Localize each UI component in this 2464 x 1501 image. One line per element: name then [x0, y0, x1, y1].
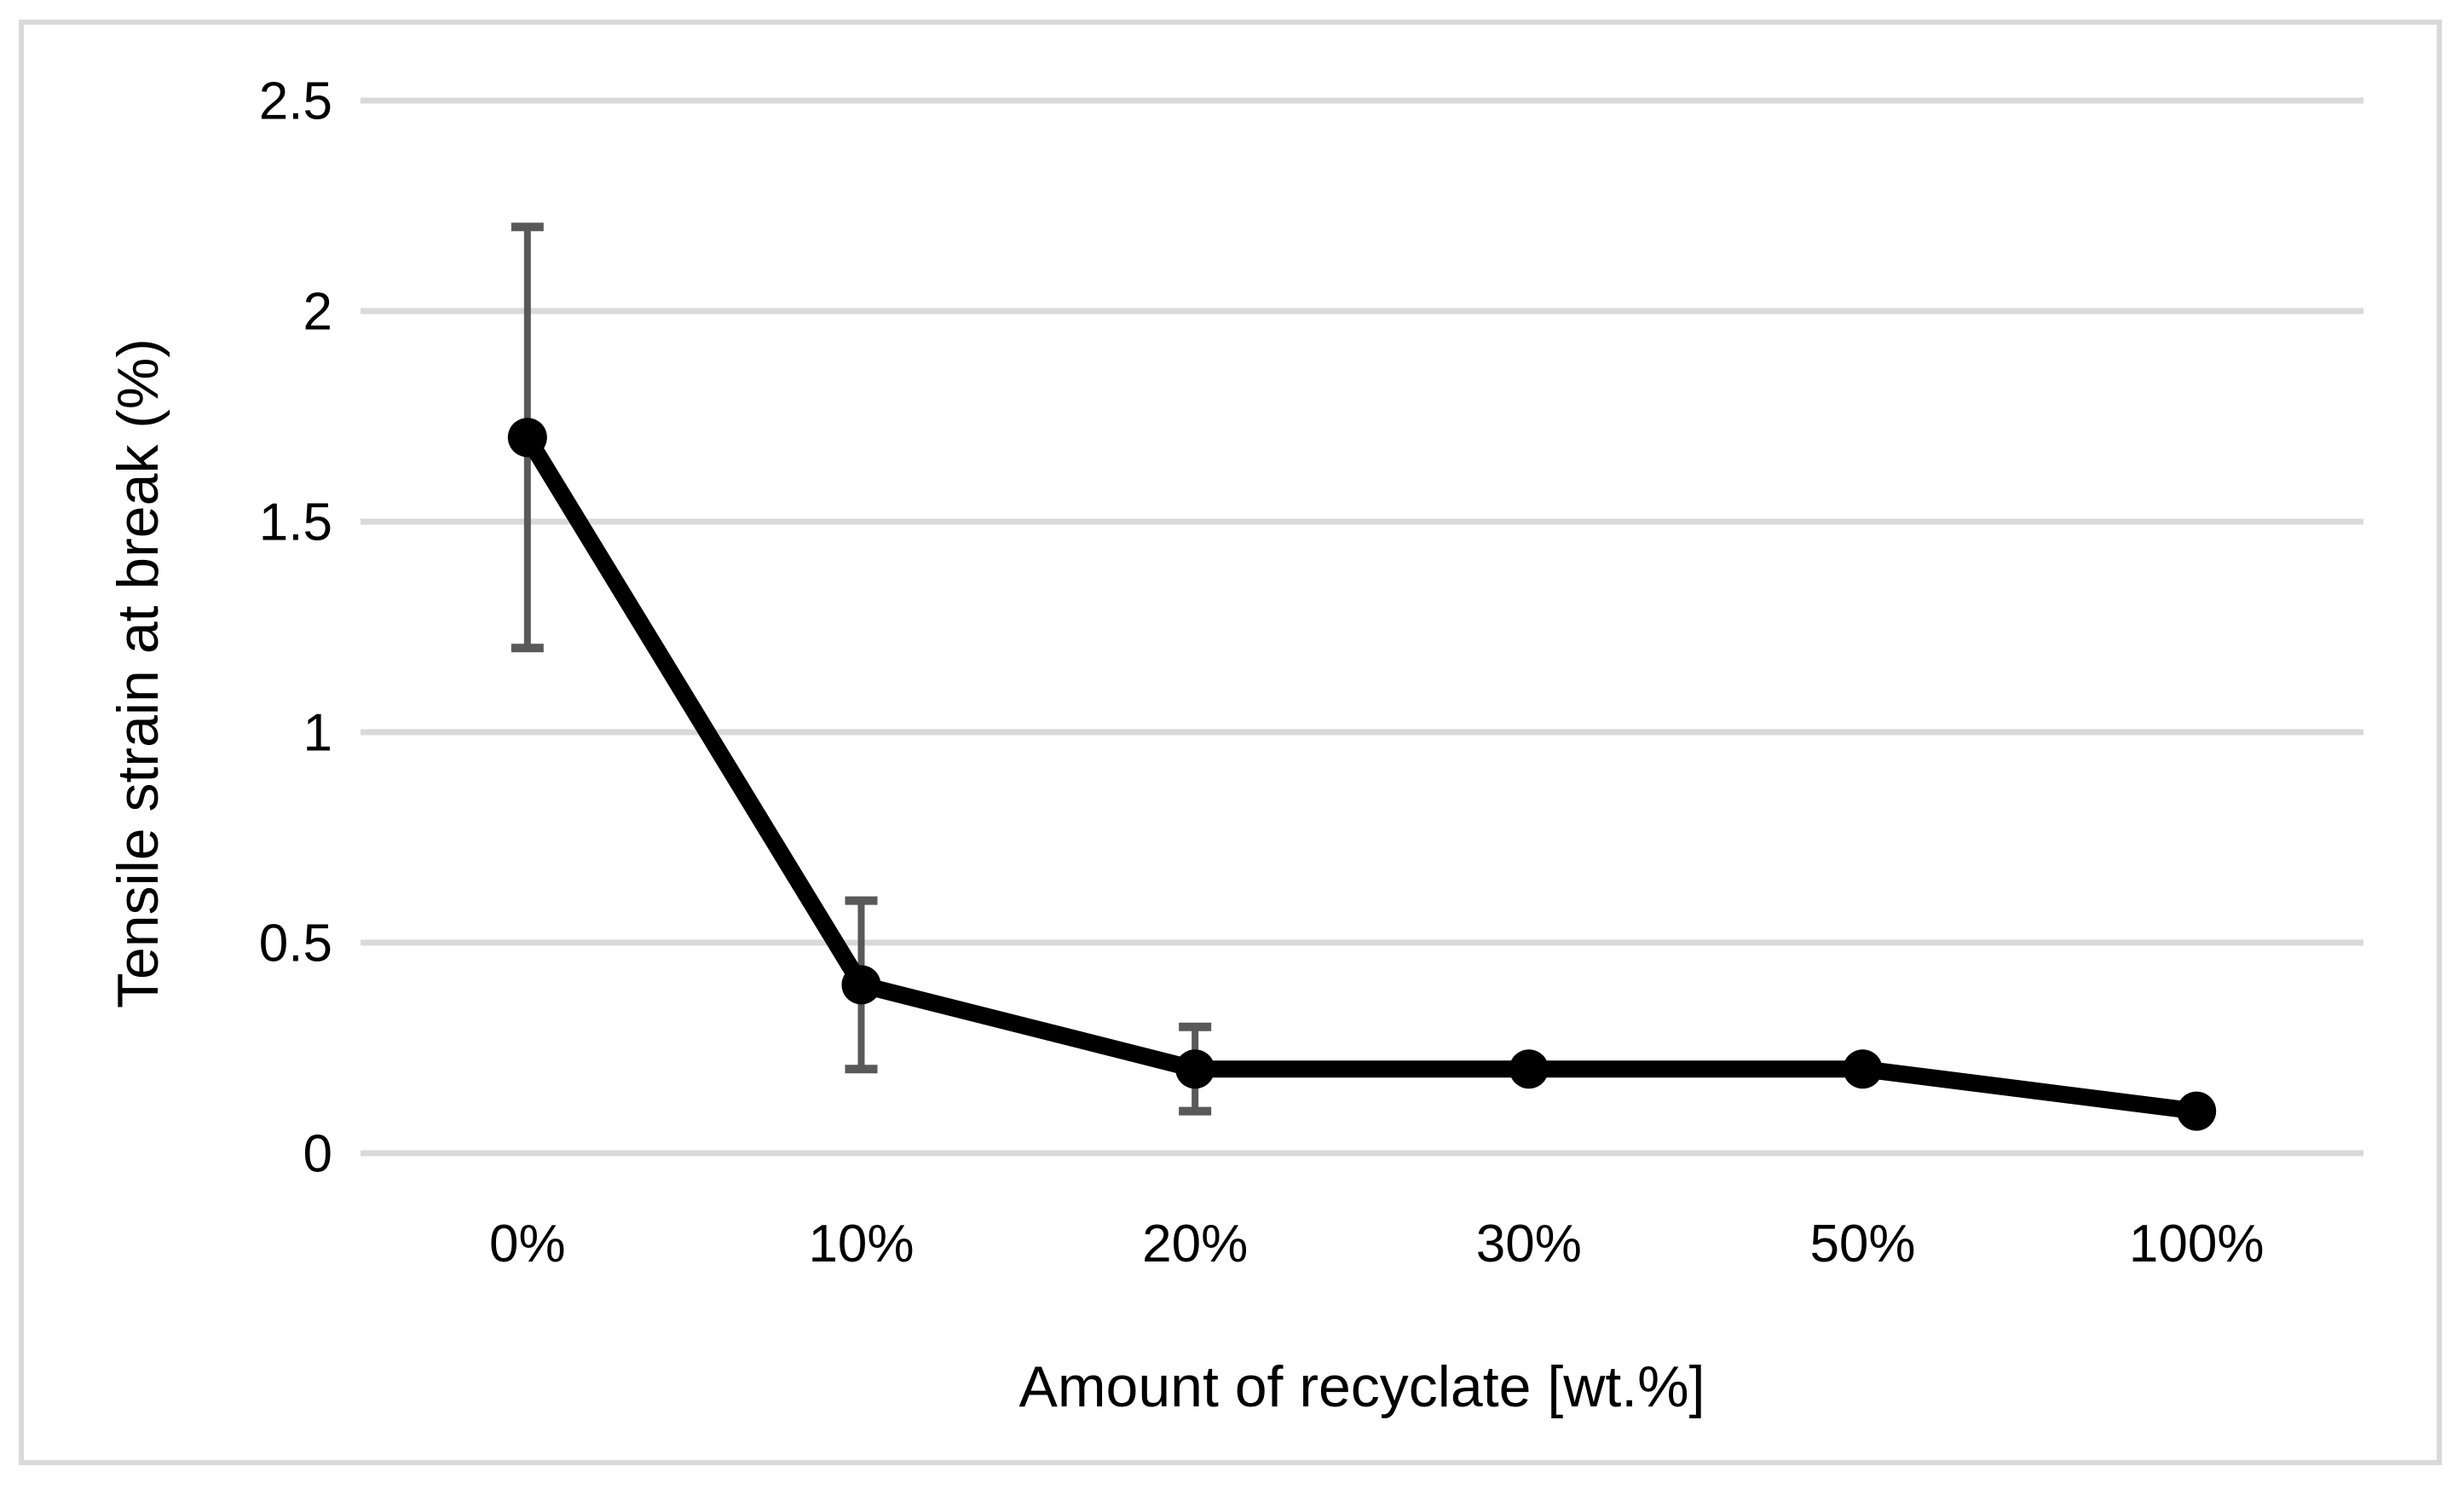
x-tick-label: 30%	[1476, 1215, 1582, 1273]
data-point-marker	[2177, 1091, 2217, 1131]
data-point-marker	[841, 965, 881, 1005]
data-point-marker	[1843, 1049, 1883, 1089]
y-axis-title: Tensile strain at break (%)	[106, 338, 170, 1008]
y-tick-label: 1	[303, 704, 332, 763]
x-axis-tick-labels: 0% 10% 20% 30% 50% 100%	[489, 1215, 2264, 1273]
y-tick-label: 0.5	[259, 915, 332, 973]
x-tick-label: 50%	[1809, 1215, 1915, 1273]
x-tick-label: 0%	[489, 1215, 566, 1273]
x-tick-label: 10%	[808, 1215, 914, 1273]
x-tick-label: 20%	[1142, 1215, 1248, 1273]
series-line	[518, 429, 2206, 1120]
y-tick-label: 2.5	[259, 72, 332, 131]
series-group	[518, 429, 2206, 1120]
y-axis-tick-labels: 0 0.5 1 1.5 2 2.5	[259, 72, 332, 1184]
y-tick-label: 1.5	[259, 494, 332, 552]
y-tick-label: 0	[303, 1125, 332, 1184]
x-tick-label: 100%	[2129, 1215, 2265, 1273]
chart-border	[19, 20, 2442, 1465]
data-point-marker	[1175, 1049, 1215, 1089]
y-tick-label: 2	[303, 283, 332, 342]
markers-group	[507, 418, 2217, 1131]
data-point-marker	[507, 418, 547, 458]
x-axis-title: Amount of recyclate [wt.%]	[1019, 1354, 1705, 1419]
gridlines-group	[361, 97, 2363, 1157]
data-point-marker	[1509, 1049, 1549, 1089]
